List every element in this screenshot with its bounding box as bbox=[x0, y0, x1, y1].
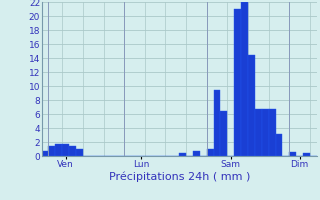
X-axis label: Précipitations 24h ( mm ): Précipitations 24h ( mm ) bbox=[108, 172, 250, 182]
Bar bbox=[207, 149, 214, 156]
Bar bbox=[289, 152, 296, 156]
Bar bbox=[276, 134, 282, 156]
Bar bbox=[255, 109, 262, 156]
Bar bbox=[42, 151, 49, 156]
Bar bbox=[241, 2, 248, 156]
Bar bbox=[62, 144, 69, 156]
Bar bbox=[55, 144, 62, 156]
Bar bbox=[193, 151, 200, 156]
Bar bbox=[234, 9, 241, 156]
Bar bbox=[220, 110, 227, 156]
Bar bbox=[248, 54, 255, 156]
Bar bbox=[303, 153, 310, 156]
Bar bbox=[69, 146, 76, 156]
Bar bbox=[262, 109, 269, 156]
Bar bbox=[49, 146, 55, 156]
Bar bbox=[269, 109, 276, 156]
Bar bbox=[179, 153, 186, 156]
Bar bbox=[76, 149, 83, 156]
Bar bbox=[214, 90, 220, 156]
